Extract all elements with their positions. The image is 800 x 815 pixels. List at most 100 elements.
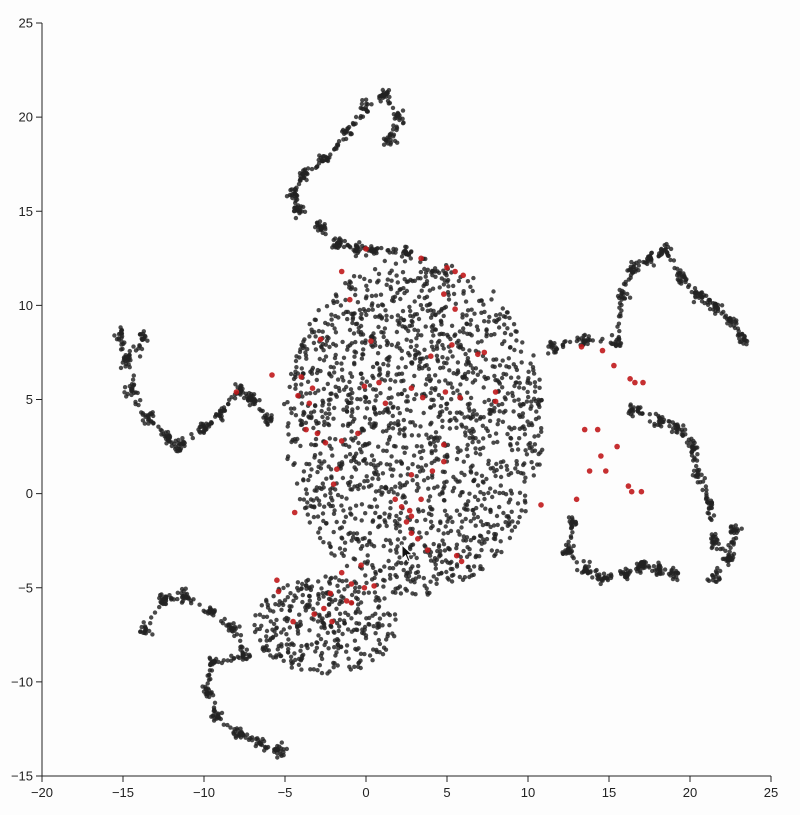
data-point bbox=[517, 426, 522, 431]
data-point bbox=[311, 667, 316, 672]
data-point bbox=[473, 523, 478, 528]
data-point bbox=[318, 451, 323, 456]
data-point bbox=[371, 251, 377, 256]
highlighted-point bbox=[338, 569, 345, 576]
data-point bbox=[498, 539, 503, 544]
data-point bbox=[381, 543, 386, 549]
data-point bbox=[491, 289, 496, 294]
data-point bbox=[425, 590, 430, 595]
data-point bbox=[450, 385, 455, 390]
data-point bbox=[318, 223, 323, 228]
highlighted-point bbox=[408, 472, 415, 478]
data-point bbox=[393, 379, 398, 384]
data-point bbox=[320, 481, 325, 486]
data-point bbox=[400, 121, 406, 126]
data-point bbox=[714, 304, 719, 309]
data-point bbox=[284, 194, 290, 199]
data-point bbox=[461, 459, 466, 464]
data-point bbox=[443, 304, 449, 310]
data-point bbox=[127, 348, 132, 354]
data-point bbox=[309, 467, 314, 472]
highlighted-point bbox=[363, 246, 369, 252]
data-point bbox=[401, 286, 406, 291]
data-point bbox=[493, 473, 498, 479]
data-point bbox=[428, 390, 433, 396]
data-point bbox=[382, 326, 388, 331]
data-point bbox=[443, 558, 448, 563]
data-point bbox=[299, 401, 305, 406]
data-point bbox=[359, 518, 364, 523]
data-point bbox=[367, 383, 373, 388]
data-point bbox=[337, 546, 343, 551]
data-point bbox=[508, 375, 514, 380]
data-point bbox=[258, 638, 263, 643]
highlighted-point bbox=[314, 430, 321, 437]
data-point bbox=[373, 314, 378, 319]
data-point bbox=[319, 408, 324, 414]
data-point bbox=[237, 624, 242, 629]
data-point bbox=[646, 563, 651, 569]
data-point bbox=[131, 344, 136, 349]
data-point bbox=[133, 399, 138, 405]
data-point bbox=[499, 549, 504, 555]
data-point bbox=[368, 334, 374, 340]
data-point bbox=[386, 489, 391, 495]
data-point bbox=[465, 359, 470, 364]
data-point bbox=[299, 667, 304, 672]
data-point bbox=[350, 317, 355, 322]
data-point bbox=[718, 568, 723, 574]
data-point bbox=[486, 397, 491, 403]
y-tick-label: −5 bbox=[18, 580, 33, 595]
mouse-pointer-icon bbox=[401, 544, 414, 563]
data-point bbox=[392, 116, 397, 121]
data-point bbox=[454, 508, 460, 513]
data-point bbox=[327, 344, 332, 350]
data-point bbox=[399, 348, 404, 353]
data-point bbox=[332, 508, 337, 513]
highlighted-point bbox=[269, 372, 275, 378]
data-point bbox=[391, 404, 396, 409]
data-point bbox=[244, 647, 249, 652]
data-point bbox=[316, 328, 322, 334]
data-point bbox=[394, 526, 399, 531]
data-point bbox=[317, 219, 323, 224]
data-point bbox=[295, 625, 300, 630]
data-point bbox=[367, 531, 373, 536]
data-point bbox=[498, 483, 503, 488]
data-point bbox=[343, 454, 349, 459]
data-point bbox=[675, 577, 680, 583]
data-point bbox=[316, 530, 321, 535]
data-point bbox=[356, 461, 362, 466]
data-point bbox=[281, 658, 286, 663]
data-point bbox=[389, 395, 394, 400]
data-point bbox=[340, 631, 345, 637]
data-point bbox=[349, 459, 354, 464]
data-point bbox=[365, 478, 370, 484]
data-point bbox=[264, 643, 269, 649]
data-point bbox=[452, 416, 457, 421]
data-point bbox=[488, 411, 493, 416]
data-point bbox=[412, 348, 418, 353]
data-point bbox=[382, 518, 387, 523]
data-point bbox=[376, 637, 381, 643]
data-point bbox=[377, 523, 382, 528]
data-point bbox=[433, 430, 439, 435]
data-point bbox=[730, 524, 735, 529]
data-point bbox=[714, 546, 719, 552]
data-point bbox=[710, 539, 716, 544]
data-point bbox=[384, 523, 389, 529]
data-point bbox=[328, 397, 333, 402]
data-point bbox=[352, 638, 358, 643]
data-point bbox=[419, 455, 424, 461]
data-point bbox=[492, 553, 497, 559]
data-point bbox=[562, 339, 567, 345]
data-point bbox=[372, 336, 377, 341]
data-point bbox=[495, 522, 500, 528]
data-point bbox=[309, 442, 314, 447]
data-point bbox=[517, 380, 522, 386]
data-point bbox=[299, 643, 304, 649]
data-point bbox=[323, 320, 328, 326]
data-point bbox=[465, 564, 470, 570]
data-point bbox=[535, 462, 540, 467]
